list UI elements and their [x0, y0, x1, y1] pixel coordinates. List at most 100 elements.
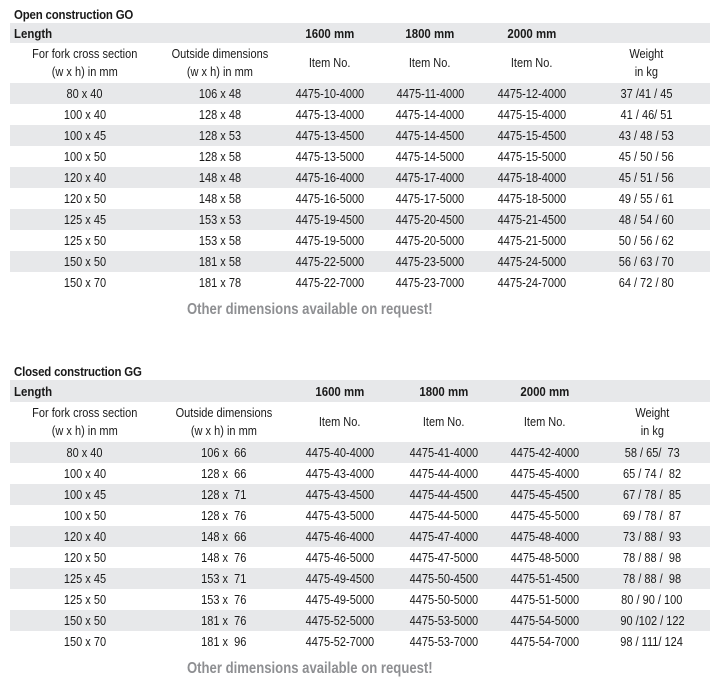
outside-dimensions-cell: 106 x 66: [201, 445, 247, 460]
item-no-header-1600: Item No.: [309, 56, 351, 70]
item-no-2000-cell: 4475-54-5000: [510, 613, 580, 628]
weight-cell: 73 / 88 / 93: [622, 529, 682, 544]
item-no-1600-cell: 4475-19-4500: [295, 212, 365, 227]
weight-cell: 50 / 56 / 62: [618, 233, 675, 248]
weight-cell: 78 / 88 / 98: [622, 550, 682, 565]
open-construction-table: Length 1600 mm 1800 mm 2000 mm For fork …: [10, 23, 710, 293]
outside-dimensions-cell: 128 x 58: [198, 149, 242, 164]
fork-section-cell: 100 x 50: [63, 508, 107, 523]
length-1600-header: 1600 mm: [315, 383, 365, 399]
outside-dimensions-cell: 181 x 78: [198, 275, 242, 290]
item-no-1800-cell: 4475-14-5000: [395, 149, 465, 164]
item-no-1800-cell: 4475-47-5000: [409, 550, 479, 565]
table-row: 100 x 40 128 x 66 4475-43-4000 4475-44-4000…: [10, 463, 710, 484]
weight-cell: 64 / 72 / 80: [618, 275, 675, 290]
table-row: 100 x 45 128 x 53 4475-13-4500 4475-14-4500…: [10, 125, 710, 146]
fork-section-cell: 120 x 40: [63, 529, 107, 544]
closed-construction-section: Closed construction GG Length 1600 mm 18…: [10, 363, 710, 677]
item-no-2000-cell: 4475-15-5000: [497, 149, 566, 164]
item-no-1600-cell: 4475-46-4000: [305, 529, 375, 544]
item-no-header-2000: Item No.: [524, 415, 566, 429]
item-no-2000-cell: 4475-18-5000: [497, 191, 566, 206]
fork-section-cell: 125 x 45: [63, 571, 107, 586]
weight-cell: 65 / 74 / 82: [622, 466, 682, 481]
fork-section-cell: 150 x 50: [63, 613, 107, 628]
item-no-header-1800: Item No.: [409, 56, 451, 70]
fork-section-cell: 150 x 70: [63, 275, 107, 290]
item-no-1600-cell: 4475-49-5000: [305, 592, 375, 607]
table-row: 150 x 70 181 x 96 4475-52-7000 4475-53-7000…: [10, 631, 710, 652]
item-no-1800-cell: 4475-41-4000: [409, 445, 479, 460]
item-no-2000-cell: 4475-21-4500: [497, 212, 566, 227]
item-no-2000-cell: 4475-54-7000: [510, 634, 580, 649]
item-no-2000-cell: 4475-48-4000: [510, 529, 580, 544]
weight-cell: 90 /102 / 122: [619, 613, 685, 628]
outside-dimensions-cell: 153 x 58: [198, 233, 242, 248]
item-no-2000-cell: 4475-21-5000: [497, 233, 566, 248]
weight-unit: in kg: [634, 65, 659, 79]
outside-dimensions-cell: 128 x 76: [201, 508, 247, 523]
weight-cell: 37 /41 / 45: [620, 86, 673, 101]
item-no-1800-cell: 4475-17-5000: [395, 191, 465, 206]
table-row: 100 x 40 128 x 48 4475-13-4000 4475-14-4000…: [10, 104, 710, 125]
weight-cell: 98 / 111/ 124: [620, 634, 684, 649]
item-no-1800-cell: 4475-44-5000: [409, 508, 479, 523]
item-no-2000-cell: 4475-51-4500: [510, 571, 580, 586]
weight-cell: 45 / 51 / 56: [618, 170, 675, 185]
open-construction-section: Open construction GO Length 1600 mm 1800…: [10, 6, 710, 318]
item-no-1600-cell: 4475-43-4500: [305, 487, 375, 502]
item-no-1800-cell: 4475-47-4000: [409, 529, 479, 544]
weight-cell: 69 / 78 / 87: [622, 508, 682, 523]
item-no-1800-cell: 4475-11-4000: [396, 86, 464, 101]
fork-section-cell: 120 x 40: [63, 170, 107, 185]
item-no-1600-cell: 4475-13-4500: [295, 128, 365, 143]
length-2000-header: 2000 mm: [520, 383, 570, 399]
table-row: 80 x 40 106 x 48 4475-10-4000 4475-11-4000 4…: [10, 83, 710, 104]
availability-note-closed: Other dimensions available on request!: [187, 660, 433, 677]
availability-note-open: Other dimensions available on request!: [187, 301, 433, 318]
item-no-2000-cell: 4475-48-5000: [510, 550, 580, 565]
fork-section-cell: 120 x 50: [63, 550, 107, 565]
item-no-1600-cell: 4475-43-4000: [305, 466, 375, 481]
column-header-row: For fork cross section (w x h) in mm Outs…: [10, 43, 710, 83]
item-no-1600-cell: 4475-40-4000: [305, 445, 375, 460]
fork-section-cell: 125 x 50: [63, 592, 107, 607]
item-no-2000-cell: 4475-45-5000: [510, 508, 580, 523]
outside-dimensions-cell: 181 x 58: [198, 254, 242, 269]
item-no-header-1800: Item No.: [423, 415, 465, 429]
item-no-2000-cell: 4475-24-7000: [497, 275, 566, 290]
column-header-row: For fork cross section (w x h) in mm Outs…: [10, 402, 710, 442]
item-no-2000-cell: 4475-12-4000: [497, 86, 566, 101]
closed-construction-table: Length 1600 mm 1800 mm 2000 mm For fork …: [10, 380, 710, 652]
length-1600-header: 1600 mm: [305, 25, 355, 41]
weight-cell: 49 / 55 / 61: [618, 191, 675, 206]
table-row: 100 x 50 128 x 58 4475-13-5000 4475-14-5000…: [10, 146, 710, 167]
weight-cell: 58 / 65/ 73: [624, 445, 680, 460]
item-no-1800-cell: 4475-17-4000: [395, 170, 465, 185]
fork-section-cell: 80 x 40: [66, 86, 104, 101]
weight-cell: 41 / 46/ 51: [620, 107, 673, 122]
table-row: 80 x 40 106 x 66 4475-40-4000 4475-41-4000 4…: [10, 442, 710, 463]
table-row: 150 x 50 181 x 58 4475-22-5000 4475-23-5000…: [10, 251, 710, 272]
outside-dimensions-cell: 153 x 71: [201, 571, 247, 586]
item-no-1800-cell: 4475-44-4500: [409, 487, 479, 502]
outside-dimensions-cell: 148 x 66: [201, 529, 247, 544]
item-no-1800-cell: 4475-50-5000: [409, 592, 479, 607]
weight-header: Weight: [629, 47, 664, 61]
item-no-1800-cell: 4475-20-4500: [395, 212, 465, 227]
outside-dimensions-header: Outside dimensions: [175, 406, 273, 420]
section-title-closed: Closed construction GG: [14, 364, 142, 379]
outside-dimensions-cell: 181 x 96: [201, 634, 247, 649]
fork-section-header: For fork cross section: [32, 47, 138, 61]
item-no-1800-cell: 4475-20-5000: [395, 233, 465, 248]
outside-dimensions-cell: 106 x 48: [198, 86, 242, 101]
length-2000-header: 2000 mm: [507, 25, 556, 41]
fork-section-cell: 100 x 45: [63, 487, 107, 502]
outside-dimensions-unit: (w x h) in mm: [187, 65, 253, 79]
fork-section-cell: 100 x 40: [63, 466, 107, 481]
fork-section-cell: 80 x 40: [66, 445, 104, 460]
fork-section-cell: 120 x 50: [63, 191, 107, 206]
table-row: 125 x 50 153 x 76 4475-49-5000 4475-50-5000…: [10, 589, 710, 610]
item-no-1800-cell: 4475-23-5000: [395, 254, 465, 269]
item-no-1800-cell: 4475-14-4000: [395, 107, 465, 122]
